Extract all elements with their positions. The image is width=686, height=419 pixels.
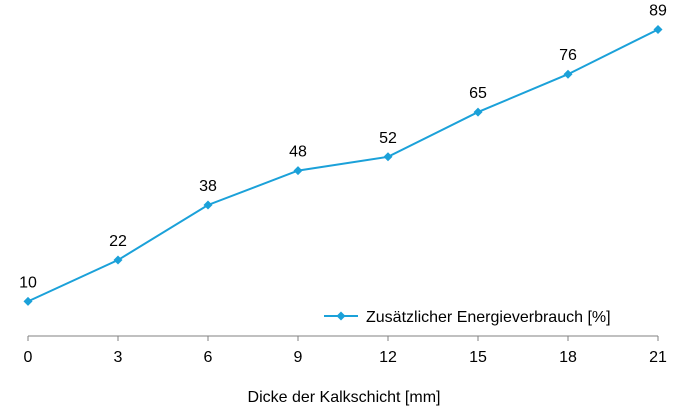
legend: Zusätzlicher Energieverbrauch [%] — [324, 309, 611, 326]
data-point-marker — [293, 166, 303, 176]
x-tick-label: 18 — [559, 349, 577, 366]
x-tick-label: 15 — [469, 349, 487, 366]
data-label: 89 — [649, 2, 667, 19]
series-layer — [23, 24, 663, 306]
data-label: 48 — [289, 144, 307, 161]
data-point-marker — [203, 200, 213, 210]
data-point-marker — [473, 107, 483, 117]
data-point-marker — [23, 296, 33, 306]
x-tick-label: 9 — [294, 349, 303, 366]
legend-diamond-marker — [336, 311, 346, 321]
data-point-marker — [113, 255, 123, 265]
data-point-marker — [653, 24, 663, 34]
x-tick-label: 12 — [379, 349, 397, 366]
legend-label: Zusätzlicher Energieverbrauch [%] — [366, 309, 611, 326]
x-tick-label: 21 — [649, 349, 667, 366]
x-tick-label: 6 — [204, 349, 213, 366]
data-point-marker — [383, 152, 393, 162]
x-tick-label: 3 — [114, 349, 123, 366]
data-label: 52 — [379, 130, 397, 147]
data-label: 76 — [559, 47, 577, 64]
series-line — [27, 28, 659, 303]
data-label: 22 — [109, 233, 127, 250]
data-label: 38 — [199, 178, 217, 195]
data-label-layer: 10 22 38 48 52 65 76 89 — [19, 2, 667, 291]
x-tick-layer: 0 3 6 9 12 15 18 21 — [24, 336, 667, 366]
data-label: 65 — [469, 85, 487, 102]
data-point-marker — [563, 69, 573, 79]
x-tick-label: 0 — [24, 349, 33, 366]
data-label: 10 — [19, 274, 37, 291]
x-axis-title: Dicke der Kalkschicht [mm] — [248, 389, 441, 406]
